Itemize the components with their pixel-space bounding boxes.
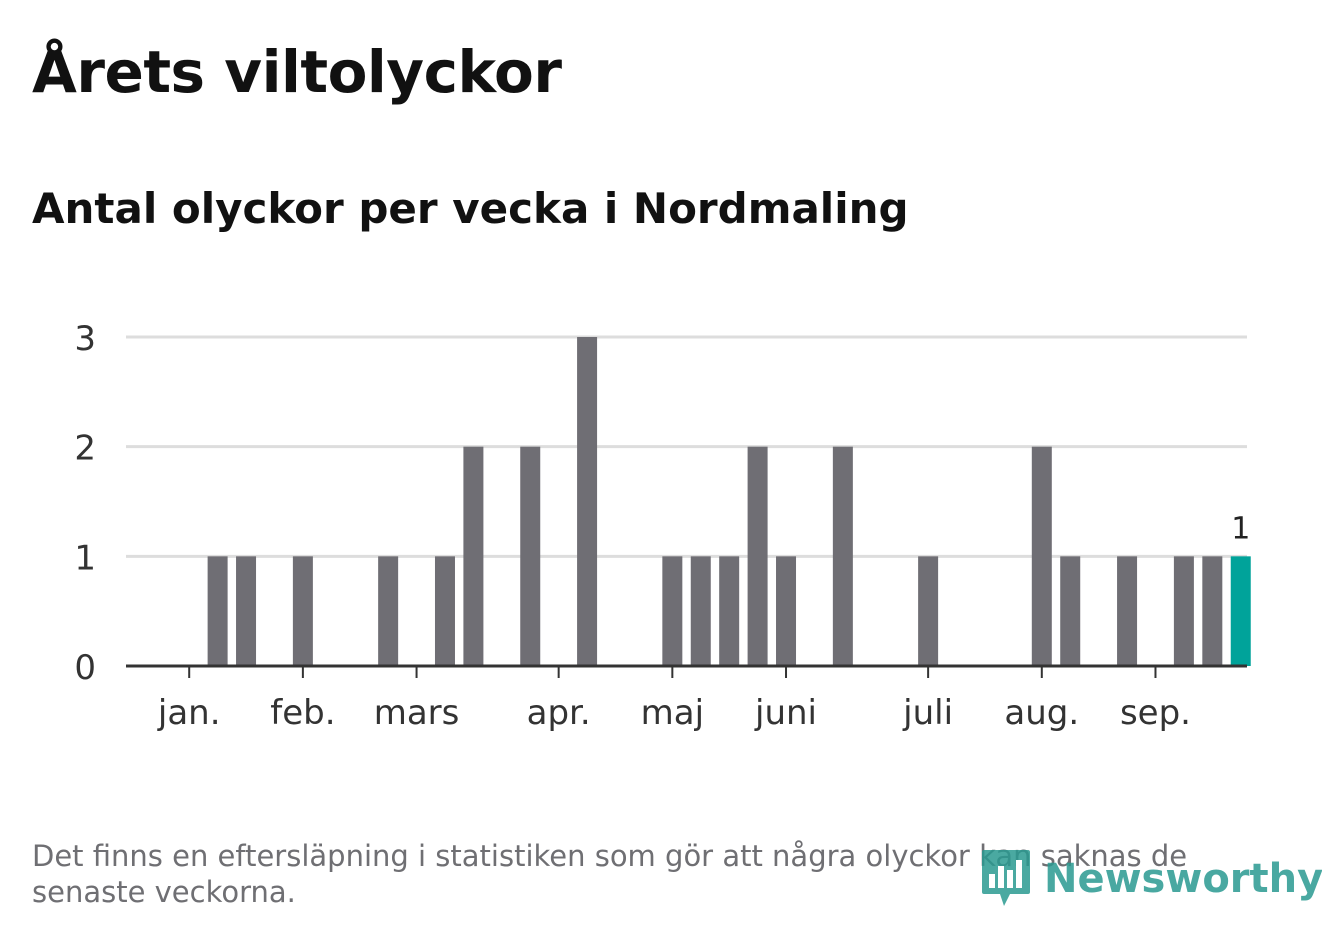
x-tick-label: juni: [754, 693, 817, 733]
bar: [1117, 556, 1138, 666]
bar: [747, 446, 768, 666]
bar: [1202, 556, 1223, 666]
bar-chart-logo-icon: [982, 850, 1030, 906]
bar: [662, 556, 683, 666]
x-tick-label: jan.: [157, 693, 221, 733]
bar: [690, 556, 711, 666]
bar: [918, 556, 939, 666]
brand-logo: Newsworthy: [980, 846, 1322, 912]
bar: [1173, 556, 1194, 666]
bar: [832, 446, 853, 666]
grid-lines: [126, 335, 1247, 558]
y-axis-ticks: 0 1 2 3: [74, 319, 96, 688]
y-tick-label: 3: [74, 319, 96, 359]
x-tick-label: maj: [641, 693, 704, 733]
y-tick-label: 0: [74, 648, 96, 688]
y-tick-label: 1: [74, 538, 96, 578]
x-tick-label: sep.: [1120, 693, 1191, 733]
bar: [520, 446, 541, 666]
bar: [236, 556, 257, 666]
bar-highlight: [1230, 556, 1251, 666]
x-tick-label: aug.: [1004, 693, 1079, 733]
x-tick-label: feb.: [270, 693, 335, 733]
bar: [434, 556, 455, 666]
bar: [776, 556, 797, 666]
bar-chart: 0 1 2 3 jan. feb. mars apr. maj juni juli aug. sep.…: [74, 319, 1251, 733]
bar: [577, 337, 598, 666]
x-tick-label: juli: [902, 693, 953, 733]
bars: [207, 337, 1251, 666]
bar: [378, 556, 399, 666]
x-axis-ticks: jan. feb. mars apr. maj juni juli aug. sep.: [157, 666, 1191, 733]
x-tick-label: apr.: [527, 693, 591, 733]
y-tick-label: 2: [74, 429, 96, 469]
chart-subtitle: Antal olyckor per vecka i Nordmaling: [32, 184, 909, 233]
bar: [719, 556, 740, 666]
bar: [292, 556, 313, 666]
bar: [207, 556, 228, 666]
data-label: 1: [1231, 511, 1250, 546]
x-tick-label: mars: [374, 693, 460, 733]
bar: [463, 446, 484, 666]
brand-name: Newsworthy: [1044, 856, 1322, 902]
data-labels: 1: [1231, 511, 1250, 546]
bar: [1060, 556, 1081, 666]
bar: [1031, 446, 1052, 666]
chart-title: Årets viltolyckor: [32, 38, 562, 106]
